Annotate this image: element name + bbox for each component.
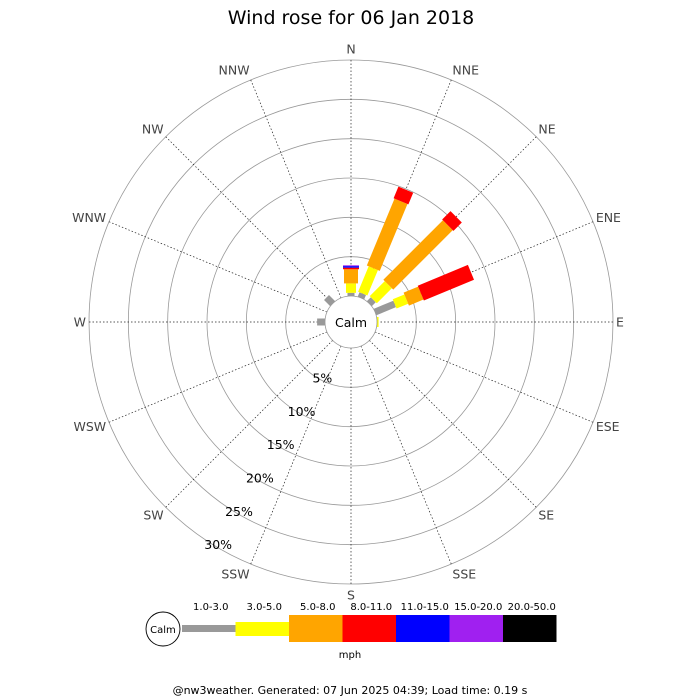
legend: Calm mph 1.0-3.0 3.0-5.0 5.0-8.0 8.0-11.0 11… [145,602,557,661]
bar-nne-bin-2 [366,198,408,271]
direction-label-w: W [74,315,86,330]
spoke-sw [165,340,333,508]
ring-label-10: 10% [288,404,316,419]
spoke-ese [374,331,594,423]
ring-10 [245,216,457,428]
ring-labels: 5% 10% 15% 20% 25% 30% [204,370,332,552]
legend-swatch-6 [503,615,557,642]
direction-labels: N NNE NE ENE E ESE SE SSE S SSW SW WSW W WNW NW NNW [72,42,624,603]
direction-label-se: SE [538,508,554,523]
legend-calm-label: Calm [150,625,176,636]
legend-label-6: 20.0-50.0 [508,602,556,613]
direction-label-wnw: WNW [72,210,106,225]
ring-20 [167,138,535,506]
direction-label-e: E [616,315,624,330]
bar-ene-bin-1 [392,294,409,309]
spoke-ssw [250,345,342,565]
bar-ene-bin-3 [417,264,475,301]
calm-circle-outline [324,295,378,349]
ring-label-15: 15% [267,437,295,452]
legend-swatch-3 [342,615,396,642]
ring-label-25: 25% [225,504,253,519]
direction-label-nw: NW [142,121,164,136]
spoke-wnw [108,221,328,313]
bar-ne-bin-2 [383,220,453,290]
direction-label-nnw: NNW [219,62,250,77]
spoke-sse [360,345,452,565]
direction-label-ene: ENE [596,210,621,225]
calm-circle: Calm [324,295,378,349]
direction-label-sse: SSE [452,567,476,582]
legend-label-3: 8.0-11.0 [350,602,392,613]
legend-label-1: 3.0-5.0 [247,602,282,613]
bar-ene-bin-0 [373,300,396,316]
chart-title: Wind rose for 06 Jan 2018 [228,7,475,29]
direction-label-ese: ESE [596,419,620,434]
bar-ne-bin-3 [442,211,462,231]
direction-label-nne: NNE [452,62,479,77]
legend-label-2: 5.0-8.0 [300,602,335,613]
spoke-se [369,340,537,508]
spoke-nw [165,136,333,304]
wind-bars [317,186,475,327]
legend-swatch-4 [396,615,450,642]
spoke-wsw [108,331,328,423]
bar-ne-bin-0 [366,297,376,307]
direction-label-ne: NE [538,121,555,136]
ring-label-20: 20% [246,470,274,485]
legend-label-0: 1.0-3.0 [193,602,228,613]
legend-calm-circle [145,611,181,647]
direction-label-ssw: SSW [221,567,249,582]
legend-unit: mph [339,650,361,661]
bar-nne-bin-1 [358,266,378,296]
bar-ene-bin-2 [403,286,424,306]
bar-nne-bin-0 [357,292,366,300]
direction-label-sw: SW [143,508,163,523]
bar-nw-bin-0 [324,295,336,307]
legend-swatch-2 [289,615,343,642]
legend-swatch-5 [449,615,503,642]
spoke-nnw [250,79,342,299]
footer-text: @nw3weather. Generated: 07 Jun 2025 04:3… [173,684,528,697]
legend-swatch-0 [182,625,236,632]
legend-label-4: 11.0-15.0 [401,602,449,613]
direction-label-n: N [346,42,355,57]
calm-label: Calm [335,315,367,330]
direction-label-s: S [347,588,355,603]
ring-label-30: 30% [204,537,232,552]
legend-label-5: 15.0-20.0 [454,602,502,613]
bar-nne-bin-3 [393,186,414,205]
direction-label-wsw: WSW [74,419,107,434]
ring-15 [206,177,496,467]
legend-swatch-1 [235,622,289,636]
ring-label-5: 5% [312,370,332,385]
bar-ne-bin-1 [369,281,392,304]
